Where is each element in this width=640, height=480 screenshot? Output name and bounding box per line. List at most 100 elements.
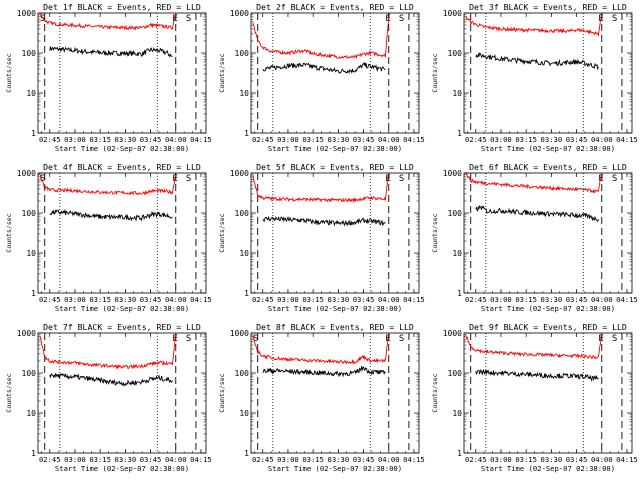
chart-panel-1: Det 1f BLACK = Events, RED = LLD 1 10 100 10… — [5, 2, 212, 153]
y-tick-label: 1 — [457, 129, 462, 138]
x-tick-label: 03:15 — [89, 455, 111, 464]
saa-start-marker: S — [399, 14, 404, 24]
x-tick-label: 04:15 — [616, 295, 638, 304]
x-axis-label: Start Time (02-Sep-07 02:38:00) — [268, 304, 402, 313]
events-rate-line — [475, 205, 599, 223]
x-tick-label: 02:45 — [252, 295, 274, 304]
chart-title: Det 4f BLACK = Events, RED = LLD — [43, 162, 201, 172]
x-tick-label: 03:15 — [515, 455, 537, 464]
y-tick-label: 1000 — [443, 329, 462, 338]
saa-start-marker: S — [253, 334, 258, 344]
y-tick-label: 1 — [244, 289, 249, 298]
events-rate-line — [49, 373, 173, 388]
lld-rate-line — [39, 332, 177, 370]
y-axis-label: Counts/sec — [431, 53, 439, 92]
y-tick-label: 100 — [448, 209, 463, 218]
saa-start-marker: S — [40, 14, 45, 24]
y-axis-label: Counts/sec — [218, 53, 226, 92]
x-tick-label: 03:15 — [515, 295, 537, 304]
x-tick-label: 03:00 — [277, 135, 299, 144]
y-tick-label: 100 — [22, 209, 37, 218]
y-tick-label: 10 — [452, 249, 462, 258]
saa-start-marker: S — [612, 14, 617, 24]
lld-rate-line — [252, 332, 390, 366]
y-tick-label: 10 — [239, 89, 249, 98]
y-tick-label: 1 — [244, 449, 249, 458]
y-tick-label: 10 — [239, 409, 249, 418]
x-tick-label: 03:45 — [566, 455, 588, 464]
x-tick-label: 03:00 — [64, 295, 86, 304]
lld-rate-line — [39, 173, 177, 196]
x-axis-label: Start Time (02-Sep-07 02:38:00) — [481, 144, 615, 153]
x-tick-label: 02:45 — [252, 135, 274, 144]
x-axis-label: Start Time (02-Sep-07 02:38:00) — [55, 144, 189, 153]
x-tick-label: 03:00 — [490, 135, 512, 144]
x-tick-label: 03:15 — [302, 295, 324, 304]
x-tick-label: 04:00 — [378, 135, 400, 144]
x-tick-label: 04:00 — [591, 295, 613, 304]
chart-title: Det 9f BLACK = Events, RED = LLD — [469, 322, 627, 332]
y-tick-label: 1 — [31, 289, 36, 298]
y-tick-label: 1 — [457, 289, 462, 298]
saa-end-marker: E — [172, 14, 177, 24]
saa-start-marker: S — [186, 174, 191, 184]
saa-start-marker: S — [399, 174, 404, 184]
x-tick-label: 03:15 — [302, 135, 324, 144]
y-tick-label: 1 — [457, 449, 462, 458]
y-tick-label: 1000 — [230, 169, 249, 178]
chart-panel-4: Det 4f BLACK = Events, RED = LLD 1 10 100 10… — [5, 162, 212, 313]
x-tick-label: 03:30 — [541, 135, 563, 144]
x-tick-label: 04:00 — [165, 455, 187, 464]
x-tick-label: 04:15 — [190, 455, 212, 464]
chart-panel-8: Det 8f BLACK = Events, RED = LLD 1 10 100 10… — [218, 322, 425, 473]
x-tick-label: 02:45 — [39, 295, 61, 304]
x-tick-label: 03:00 — [490, 455, 512, 464]
x-tick-label: 02:45 — [465, 455, 487, 464]
chart-panel-2: Det 2f BLACK = Events, RED = LLD 1 10 100 10… — [218, 2, 425, 153]
x-axis-label: Start Time (02-Sep-07 02:38:00) — [268, 464, 402, 473]
plot-frame — [37, 12, 207, 134]
saa-start-marker: S — [612, 334, 617, 344]
x-tick-label: 03:15 — [515, 135, 537, 144]
lld-rate-line — [252, 172, 390, 204]
y-axis-label: Counts/sec — [5, 213, 13, 252]
events-rate-line — [49, 46, 173, 58]
x-tick-label: 04:15 — [616, 135, 638, 144]
saa-end-marker: E — [385, 14, 390, 24]
y-tick-label: 100 — [448, 49, 463, 58]
x-tick-label: 02:45 — [252, 455, 274, 464]
x-tick-label: 03:30 — [328, 295, 350, 304]
events-rate-line — [49, 208, 173, 222]
x-tick-label: 03:45 — [140, 455, 162, 464]
lld-rate-line — [39, 12, 177, 31]
plot-frame — [463, 332, 633, 454]
x-axis-label: Start Time (02-Sep-07 02:38:00) — [481, 464, 615, 473]
x-tick-label: 04:00 — [378, 455, 400, 464]
x-tick-label: 04:15 — [403, 135, 425, 144]
events-rate-line — [262, 215, 386, 227]
saa-start-marker: S — [399, 334, 404, 344]
x-axis-label: Start Time (02-Sep-07 02:38:00) — [481, 304, 615, 313]
x-axis-label: Start Time (02-Sep-07 02:38:00) — [55, 464, 189, 473]
plot-frame — [250, 12, 420, 134]
plot-frame — [37, 172, 207, 294]
x-axis-label: Start Time (02-Sep-07 02:38:00) — [55, 304, 189, 313]
x-tick-label: 02:45 — [39, 135, 61, 144]
x-tick-label: 04:15 — [190, 295, 212, 304]
y-tick-label: 1000 — [443, 169, 462, 178]
y-tick-label: 1000 — [443, 9, 462, 18]
chart-title: Det 8f BLACK = Events, RED = LLD — [256, 322, 414, 332]
saa-start-marker: S — [612, 174, 617, 184]
x-axis-label: Start Time (02-Sep-07 02:38:00) — [268, 144, 402, 153]
chart-title: Det 5f BLACK = Events, RED = LLD — [256, 162, 414, 172]
lld-rate-line — [465, 14, 603, 38]
x-tick-label: 03:45 — [353, 135, 375, 144]
saa-start-marker: S — [186, 334, 191, 344]
x-tick-label: 02:45 — [39, 455, 61, 464]
x-tick-label: 03:00 — [64, 135, 86, 144]
y-axis-label: Counts/sec — [431, 373, 439, 412]
y-axis-label: Counts/sec — [5, 373, 13, 412]
lld-rate-line — [465, 332, 603, 360]
x-tick-label: 04:00 — [591, 455, 613, 464]
